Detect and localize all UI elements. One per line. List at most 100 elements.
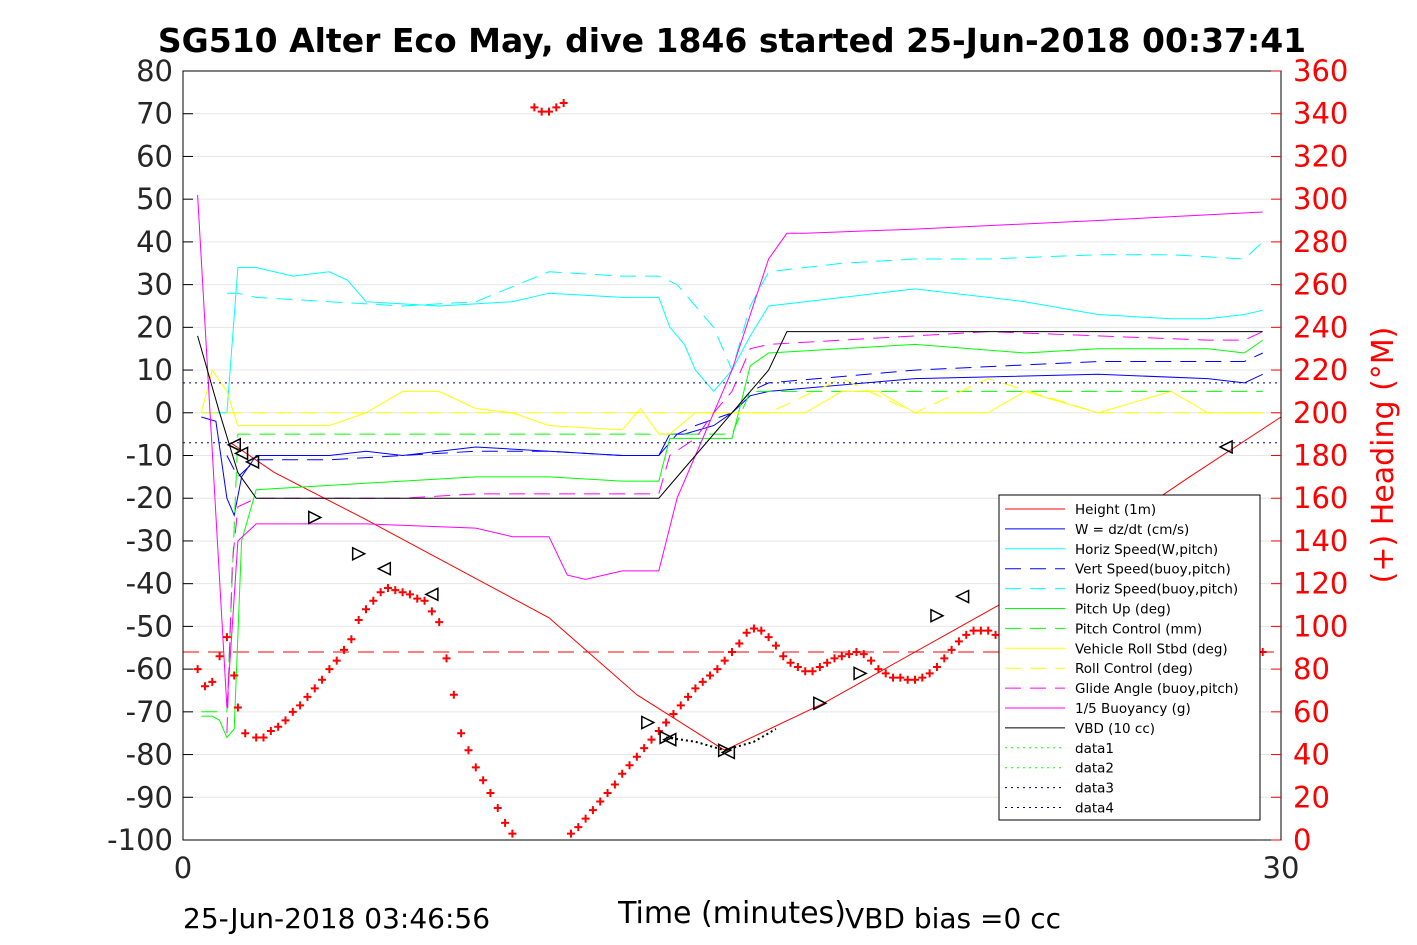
turn-marker (853, 666, 868, 681)
heading-point (376, 588, 385, 597)
y-right-tick-label: 120 (1293, 567, 1348, 601)
turn-marker (351, 546, 367, 561)
heading-point (552, 103, 561, 112)
heading-point (530, 103, 539, 112)
y-axis-left: 80 70 60 50 40 30 20 10 0 -10 -20 -30 -40 -50 -60 -70 -8… (107, 54, 193, 857)
heading-point (471, 763, 480, 772)
heading-point (662, 718, 671, 727)
y-right-tick-label: 300 (1293, 182, 1348, 216)
y-tick-label: -60 (126, 652, 173, 686)
heading-point (208, 677, 217, 686)
heading-point (347, 635, 356, 644)
heading-point (340, 645, 349, 654)
turn-marker (954, 589, 970, 604)
heading-point (332, 656, 341, 665)
heading-point (969, 626, 978, 635)
heading-point (779, 652, 788, 661)
y-tick-label: -100 (107, 823, 173, 857)
heading-point (325, 665, 334, 674)
x-tick-label: 30 (1263, 851, 1300, 885)
heading-point (449, 690, 458, 699)
y-right-tick-label: 260 (1293, 268, 1348, 302)
legend-label: VBD (10 cc) (1075, 721, 1155, 737)
legend-label: Horiz Speed(buoy,pitch) (1075, 582, 1238, 598)
heading-point (976, 626, 985, 635)
turn-marker (226, 437, 241, 453)
x-axis: 0 30 (174, 830, 1300, 885)
heading-point (266, 727, 275, 736)
turn-marker (720, 745, 736, 760)
heading-point (647, 735, 656, 744)
heading-point (493, 803, 502, 812)
y-tick-label: -70 (126, 695, 173, 729)
heading-point (427, 607, 436, 616)
heading-point (391, 586, 400, 595)
y-right-tick-label: 280 (1293, 225, 1348, 259)
heading-point (757, 626, 766, 635)
heading-point (274, 722, 283, 731)
heading-point (200, 682, 209, 691)
footer-timestamp: 25-Jun-2018 03:46:56 (183, 902, 490, 935)
legend-label: Horiz Speed(W,pitch) (1075, 542, 1218, 558)
heading-point (640, 744, 649, 753)
heading-point (669, 709, 678, 718)
heading-point (215, 652, 224, 661)
heading-point (230, 671, 239, 680)
heading-point (654, 727, 663, 736)
heading-point (954, 637, 963, 646)
heading-point (588, 806, 597, 815)
heading-point (479, 776, 488, 785)
heading-point (610, 780, 619, 789)
legend-label: Glide Angle (buoy,pitch) (1075, 681, 1239, 697)
turn-marker (244, 454, 260, 470)
heading-point (603, 789, 612, 798)
series-line (201, 339, 1263, 739)
heading-point (405, 590, 414, 599)
series-line (226, 352, 1263, 478)
heading-point (859, 650, 868, 659)
heading-point (596, 797, 605, 806)
heading-point (288, 707, 297, 716)
heading-point (991, 630, 1000, 639)
heading-point (896, 673, 905, 682)
y-tick-label: -80 (126, 738, 173, 772)
heading-point (383, 583, 392, 592)
series-line (201, 267, 1263, 414)
heading-point (354, 615, 363, 624)
heading-point (618, 769, 627, 778)
heading-point (823, 658, 832, 667)
y-tick-label: 20 (136, 310, 173, 344)
y-tick-label: -90 (126, 780, 173, 814)
legend-label: Roll Control (deg) (1075, 661, 1193, 677)
heading-point (808, 667, 817, 676)
y-right-tick-label: 180 (1293, 439, 1348, 473)
heading-point (845, 650, 854, 659)
heading-point (940, 654, 949, 663)
y-tick-label: 10 (136, 353, 173, 387)
series-line (226, 331, 1263, 734)
heading-point (852, 648, 861, 657)
series-line (197, 331, 1263, 499)
legend-label: Vert Speed(buoy,pitch) (1075, 562, 1231, 578)
y-right-tick-label: 200 (1293, 396, 1348, 430)
y-right-tick-label: 140 (1293, 524, 1348, 558)
heading-point (742, 628, 751, 637)
y-tick-label: -30 (126, 524, 173, 558)
heading-point (676, 701, 685, 710)
heading-point (771, 641, 780, 650)
heading-point (457, 729, 466, 738)
turn-marker (1218, 439, 1233, 455)
heading-point (241, 729, 250, 738)
heading-point (889, 673, 898, 682)
legend-label: Pitch Up (deg) (1075, 602, 1171, 618)
y-tick-label: 70 (136, 97, 173, 131)
series-line (197, 194, 1263, 708)
y-right-tick-label: 80 (1293, 652, 1330, 686)
heading-point (318, 675, 327, 684)
heading-point (501, 818, 510, 827)
heading-point (574, 823, 583, 832)
turn-marker (376, 561, 392, 576)
heading-point (903, 675, 912, 684)
heading-point (398, 588, 407, 597)
